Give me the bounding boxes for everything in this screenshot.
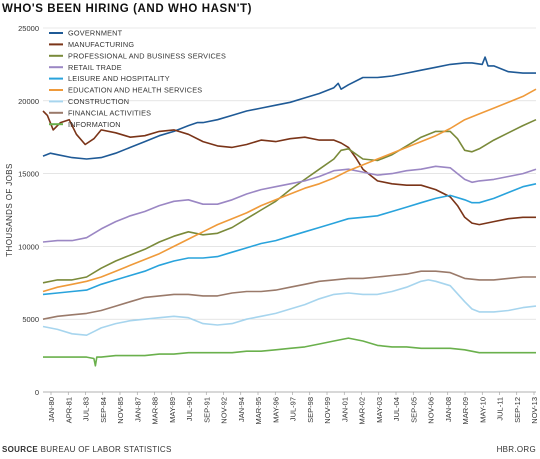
x-tick-label: APR-81 (64, 397, 73, 423)
x-tick-label: MAY-03 (375, 397, 384, 423)
y-tick-label: 20000 (18, 97, 39, 106)
x-tick-label: MAY-10 (478, 397, 487, 423)
x-tick-label: NOV-99 (323, 397, 332, 424)
x-tick-label: JAN-01 (340, 397, 349, 422)
x-tick-label: JUL-11 (496, 397, 505, 421)
x-tick-label: MAR-88 (151, 397, 160, 425)
x-tick-label: SEP-12 (513, 397, 522, 423)
y-tick-label: 15000 (18, 170, 39, 179)
y-tick-label: 0 (35, 388, 39, 397)
x-tick-label: JUL-90 (185, 397, 194, 421)
y-tick-label: 25000 (18, 24, 39, 33)
x-tick-label: SEP-84 (99, 397, 108, 423)
x-tick-label: SEP-98 (306, 397, 315, 423)
x-tick-label: SEP-05 (409, 397, 418, 423)
legend-label: INFORMATION (68, 120, 121, 129)
legend-label: RETAIL TRADE (68, 63, 122, 72)
footer-credit: HBR.ORG (496, 445, 536, 454)
x-tick-label: JUL-83 (82, 397, 91, 421)
x-tick-label: JAN-87 (133, 397, 142, 422)
series-line-retail-trade (42, 165, 537, 243)
source-text: BUREAU OF LABOR STATISTICS (40, 445, 172, 454)
series-line-construction (42, 279, 537, 336)
series-line-leisure-and-hospitality (42, 183, 537, 296)
x-tick-label: MAR-09 (461, 397, 470, 425)
x-tick-label: JAN-94 (237, 397, 246, 422)
source-label: SOURCE (2, 445, 39, 454)
x-tick-label: JUL-04 (392, 397, 401, 421)
x-tick-label: JUL-97 (289, 397, 298, 421)
x-tick-label: MAY-96 (271, 397, 280, 423)
x-tick-label: JAN-80 (47, 397, 56, 422)
series-line-government (42, 56, 536, 160)
legend-label: PROFESSIONAL AND BUSINESS SERVICES (68, 51, 226, 60)
legend-label: GOVERNMENT (68, 29, 123, 38)
series-lines (42, 56, 537, 367)
series-line-financial-activities (42, 270, 536, 320)
y-tick-label: 10000 (18, 242, 39, 251)
legend-label: CONSTRUCTION (68, 97, 129, 106)
legend-label: EDUCATION AND HEALTH SERVICES (68, 86, 202, 95)
series-line-professional-and-business-services (42, 118, 537, 284)
x-tick-label: NOV-92 (220, 397, 229, 424)
x-tick-label: NOV-13 (530, 397, 539, 424)
x-tick-label: MAY-89 (168, 397, 177, 423)
axes: 0 5000 10000 15000 20000 25000 THOUSANDS OF JO… (5, 24, 539, 425)
series-line-manufacturing (42, 110, 536, 226)
footer-source: SOURCE BUREAU OF LABOR STATISTICS (2, 445, 172, 454)
chart-title: WHO'S BEEN HIRING (AND WHO HASN'T) (2, 3, 253, 15)
x-tick-label: JAN-08 (444, 397, 453, 422)
x-tick-label: SEP-91 (202, 397, 211, 423)
y-tick-label: 5000 (22, 315, 39, 324)
series-line-education-and-health-services (42, 88, 537, 293)
x-tick-label: MAR-02 (358, 397, 367, 425)
legend-label: MANUFACTURING (68, 40, 134, 49)
y-axis-label: THOUSANDS OF JOBS (5, 163, 14, 256)
x-tick-label: NOV-06 (427, 397, 436, 424)
x-tick-label: NOV-85 (116, 397, 125, 424)
legend: GOVERNMENT MANUFACTURING PROFESSIONAL AND … (49, 29, 226, 129)
series-line-information (43, 337, 536, 367)
x-tick-label: MAR-95 (254, 397, 263, 425)
legend-label: FINANCIAL ACTIVITIES (68, 108, 151, 117)
gridlines (43, 27, 536, 393)
legend-label: LEISURE AND HOSPITALITY (68, 74, 170, 83)
